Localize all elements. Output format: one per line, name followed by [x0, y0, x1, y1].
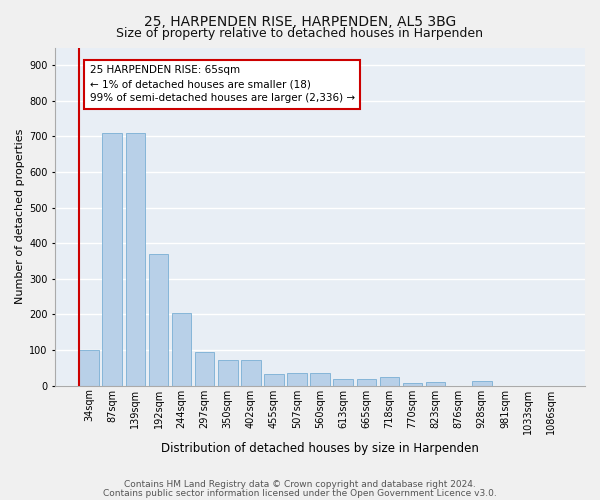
Text: 25, HARPENDEN RISE, HARPENDEN, AL5 3BG: 25, HARPENDEN RISE, HARPENDEN, AL5 3BG — [144, 15, 456, 29]
Bar — [426, 382, 445, 386]
Y-axis label: Number of detached properties: Number of detached properties — [15, 129, 25, 304]
Bar — [334, 379, 353, 386]
Bar — [287, 373, 307, 386]
Bar — [380, 376, 399, 386]
Bar — [356, 378, 376, 386]
Text: 25 HARPENDEN RISE: 65sqm
← 1% of detached houses are smaller (18)
99% of semi-de: 25 HARPENDEN RISE: 65sqm ← 1% of detache… — [89, 66, 355, 104]
Text: Contains public sector information licensed under the Open Government Licence v3: Contains public sector information licen… — [103, 488, 497, 498]
Bar — [403, 383, 422, 386]
Text: Size of property relative to detached houses in Harpenden: Size of property relative to detached ho… — [116, 28, 484, 40]
Bar — [149, 254, 169, 386]
Bar — [264, 374, 284, 386]
X-axis label: Distribution of detached houses by size in Harpenden: Distribution of detached houses by size … — [161, 442, 479, 455]
Bar — [125, 133, 145, 386]
Bar — [218, 360, 238, 386]
Text: Contains HM Land Registry data © Crown copyright and database right 2024.: Contains HM Land Registry data © Crown c… — [124, 480, 476, 489]
Bar — [79, 350, 99, 386]
Bar — [310, 373, 330, 386]
Bar — [172, 312, 191, 386]
Bar — [103, 133, 122, 386]
Bar — [472, 382, 491, 386]
Bar — [241, 360, 260, 386]
Bar — [195, 352, 214, 386]
